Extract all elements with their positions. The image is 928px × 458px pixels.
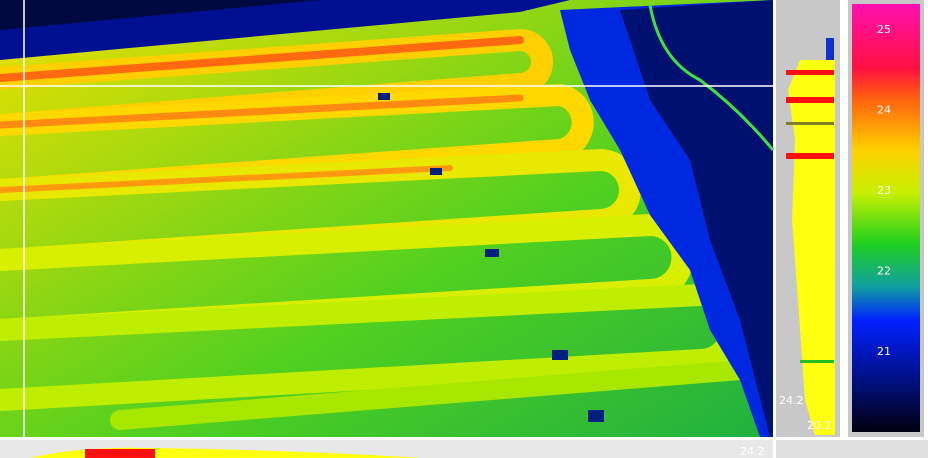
scale-label: 22 — [877, 265, 891, 278]
thermal-view: 24.2 20.2 25 24 23 22 21 24.2 — [0, 0, 928, 458]
profile-min-label: 20.2 — [807, 419, 832, 432]
scale-label: 24 — [877, 104, 891, 117]
profile-mark — [786, 153, 834, 159]
profile-mark — [786, 122, 834, 125]
horizontal-profile-panel: 24.2 — [0, 440, 928, 458]
color-scale: 25 24 23 22 21 — [848, 0, 924, 437]
strip-side — [776, 440, 928, 458]
scale-label: 21 — [877, 345, 891, 358]
profile-mark — [786, 70, 834, 75]
vertical-profile-panel: 24.2 20.2 — [776, 0, 840, 437]
profile-cold — [826, 38, 834, 60]
scale-label: 23 — [877, 184, 891, 197]
strip-max-label: 24.2 — [740, 445, 765, 458]
profile-max-label: 24.2 — [779, 394, 804, 407]
profile-mark — [786, 97, 834, 103]
strip-peak — [85, 449, 155, 458]
page: 24.2 20.2 2524232221 24.2 (() => { const… — [0, 0, 928, 458]
scale-label: 25 — [877, 23, 891, 36]
scale-bar — [852, 4, 920, 432]
profile-mark — [800, 360, 834, 363]
thermal-image — [0, 0, 773, 437]
